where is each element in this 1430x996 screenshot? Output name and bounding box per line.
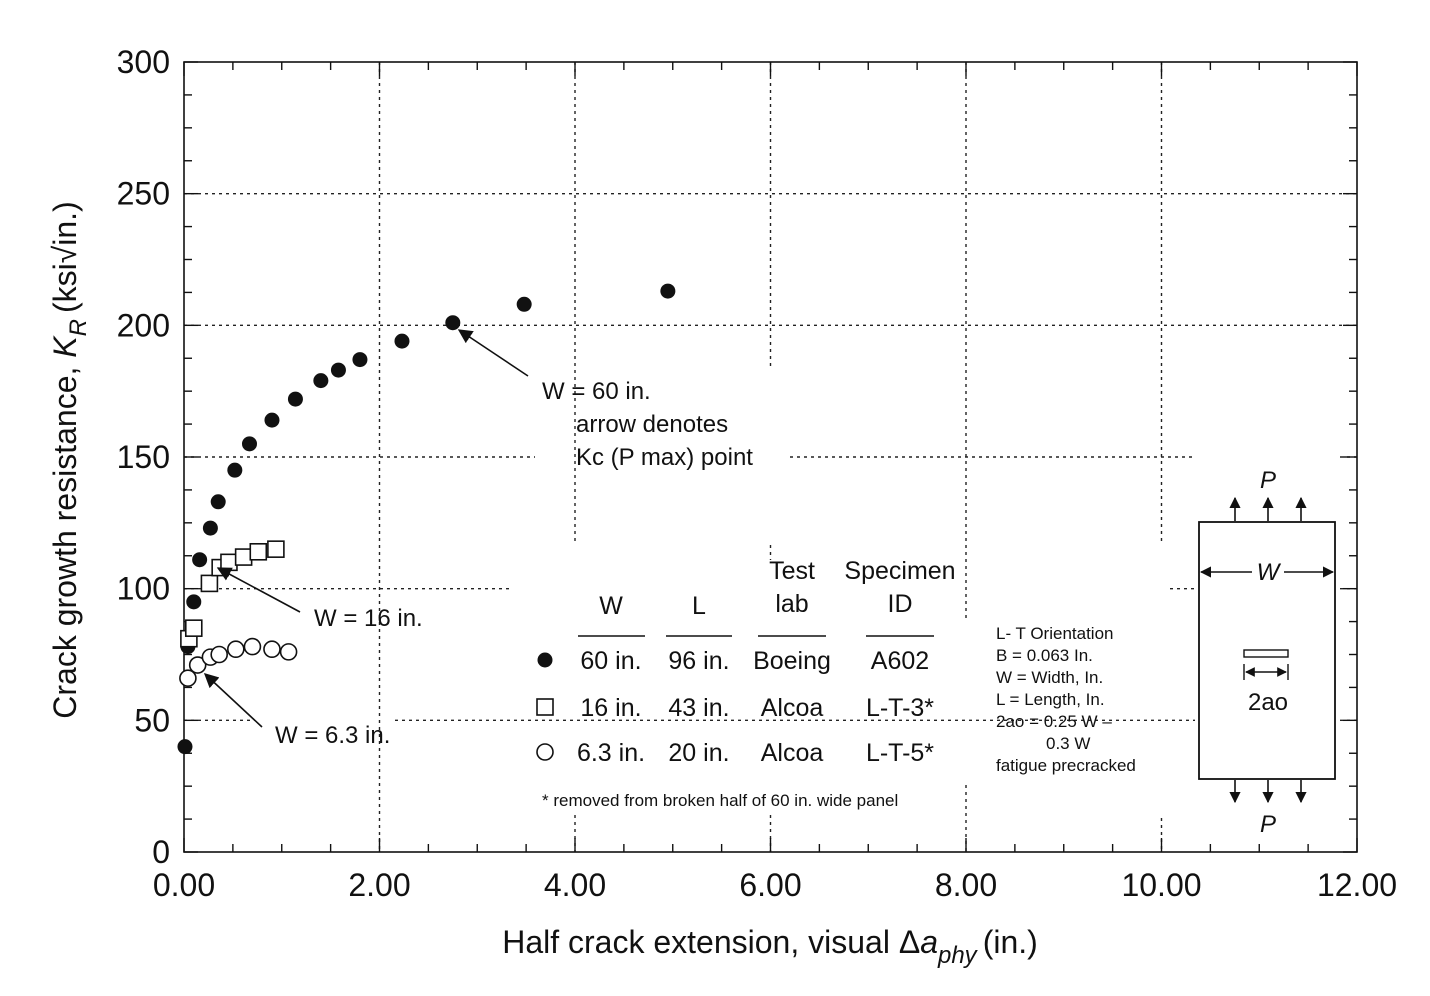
data-point-open-square <box>267 540 285 558</box>
table-footnote: * removed from broken half of 60 in. wid… <box>542 791 898 810</box>
data-point-open-square <box>220 553 238 572</box>
data-point-open-square <box>184 619 203 637</box>
table-marker-open-circle <box>536 743 554 761</box>
data-point-open-square <box>234 548 253 566</box>
table-header-id-line1: Specimen <box>844 557 955 585</box>
note-crack-size-cont: 0.3 W <box>1046 734 1090 753</box>
note-crack-size: 2ao = 0.25 W – <box>996 712 1112 731</box>
data-point-open-circle <box>210 645 228 664</box>
annotation-w60-line1: W = 60 in. <box>542 378 651 405</box>
note-precracked: fatigue precracked <box>996 756 1136 775</box>
specimen-table: Test Specimen W L lab ID 60 in. 96 in. B… <box>536 557 956 810</box>
data-point-filled-circle <box>202 520 218 536</box>
table-header-lab-line1: Test <box>769 557 815 585</box>
plot-frame <box>183 61 1358 853</box>
data-point-filled-circle <box>227 462 243 478</box>
annotation-w60-arrow <box>457 329 529 377</box>
data-point-open-circle <box>263 640 281 659</box>
x-tick-label: 0.00 <box>153 867 215 903</box>
y-tick-label: 150 <box>117 439 170 475</box>
data-point-open-circle <box>188 656 207 674</box>
table-row-3-l: 20 in. <box>668 739 729 767</box>
y-tick-label: 300 <box>117 44 170 80</box>
annotation-w60: W = 60 in. arrow denotes Kc (P max) poin… <box>457 329 753 471</box>
data-point-open-circle <box>243 637 262 656</box>
y-axis-title: Crack growth resistance, KR(ksi√in.) <box>47 201 92 718</box>
data-point-filled-circle <box>177 739 193 755</box>
annotation-w63-label: W = 6.3 in. <box>275 722 390 749</box>
y-tick-label: 250 <box>117 176 170 212</box>
tick-labels: 0.00 2.00 4.00 6.00 8.00 10.00 12.00 0 50 100 150 2… <box>117 44 1397 903</box>
data-point-filled-circle <box>210 494 226 510</box>
width-label: W <box>1257 559 1282 586</box>
data-point-filled-circle <box>660 283 676 299</box>
table-header-w: W <box>599 592 623 620</box>
x-tick-label: 8.00 <box>935 867 997 903</box>
data-point-open-square <box>249 542 268 561</box>
crack-slot <box>1243 649 1289 658</box>
load-label-bottom: P <box>1260 811 1276 838</box>
table-row-1-id: A602 <box>871 647 929 675</box>
table-header-id-line2: ID <box>888 590 913 618</box>
annotation-w16-arrow <box>216 567 301 613</box>
x-tick-label: 4.00 <box>544 867 606 903</box>
table-row-2-l: 43 in. <box>668 694 729 722</box>
note-width: W = Width, In. <box>996 668 1103 687</box>
data-point-filled-circle <box>186 594 202 610</box>
table-row-2-lab: Alcoa <box>761 694 824 722</box>
specimen-notes: L- T Orientation B = 0.063 In. W = Width… <box>996 624 1136 775</box>
x-tick-label: 10.00 <box>1121 867 1201 903</box>
table-marker-open-square <box>536 698 554 716</box>
data-point-filled-circle <box>516 296 532 312</box>
specimen-diagram: P W 2ao P <box>1198 467 1336 838</box>
load-label-top: P <box>1260 467 1276 494</box>
annotation-w16: W = 16 in. <box>216 567 423 632</box>
crack-label: 2ao <box>1248 689 1288 716</box>
table-header-lab-line2: lab <box>775 590 808 618</box>
table-header-l: L <box>692 592 706 620</box>
y-tick-label: 100 <box>117 571 170 607</box>
grid <box>184 62 1357 852</box>
data-point-open-circle <box>179 669 197 688</box>
data-point-open-square <box>200 574 219 593</box>
data-point-open-circle <box>227 640 245 659</box>
x-tick-label: 2.00 <box>348 867 410 903</box>
annotation-w63: W = 6.3 in. <box>203 673 390 749</box>
y-tick-label: 50 <box>134 702 170 738</box>
table-row-3-id: L-T-5* <box>866 739 934 767</box>
table-row-1-l: 96 in. <box>668 647 729 675</box>
x-tick-label: 6.00 <box>739 867 801 903</box>
data-point-filled-circle <box>287 391 303 407</box>
data-point-filled-circle <box>445 315 461 331</box>
table-row-1-lab: Boeing <box>753 647 831 675</box>
annotation-w60-line2: arrow denotes <box>576 411 728 438</box>
y-tick-label: 0 <box>152 834 170 870</box>
data-series <box>177 283 676 755</box>
note-orientation: L- T Orientation <box>996 624 1114 643</box>
x-axis-title: Half crack extension, visual Δaphy (in.) <box>502 924 1038 969</box>
table-row-3-w: 6.3 in. <box>577 739 645 767</box>
data-point-filled-circle <box>241 436 257 452</box>
data-point-filled-circle <box>394 333 410 349</box>
data-point-filled-circle <box>330 362 346 378</box>
data-point-filled-circle <box>313 373 329 389</box>
data-point-filled-circle <box>264 412 280 428</box>
table-marker-filled-circle <box>537 652 553 668</box>
x-tick-label: 12.00 <box>1317 867 1397 903</box>
data-point-filled-circle <box>352 352 368 368</box>
table-row-3-lab: Alcoa <box>761 739 824 767</box>
note-length: L = Length, In. <box>996 690 1105 709</box>
annotation-w63-arrow <box>203 673 263 728</box>
table-row-2-w: 16 in. <box>580 694 641 722</box>
annotation-w16-label: W = 16 in. <box>314 605 423 632</box>
annotation-w60-line3: Kc (P max) point <box>576 444 753 471</box>
data-point-open-circle <box>279 643 298 661</box>
table-row-1-w: 60 in. <box>580 647 641 675</box>
table-row-2-id: L-T-3* <box>866 694 934 722</box>
note-thickness: B = 0.063 In. <box>996 646 1093 665</box>
y-tick-label: 200 <box>117 307 170 343</box>
data-point-filled-circle <box>192 552 208 568</box>
